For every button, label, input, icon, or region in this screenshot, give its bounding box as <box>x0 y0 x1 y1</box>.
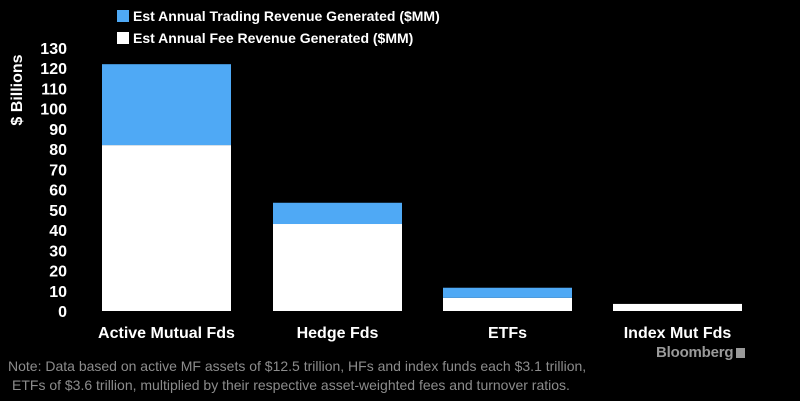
legend-label: Est Annual Trading Revenue Generated ($M… <box>133 8 440 24</box>
bar-segment <box>443 297 572 311</box>
footnote-line-2: ETFs of $3.6 trillion, multiplied by the… <box>12 377 570 393</box>
y-axis-title: $ Billions <box>9 54 26 125</box>
y-tick-label: 90 <box>49 122 67 139</box>
bar-segment <box>273 202 402 225</box>
legend-swatch <box>117 32 129 44</box>
bloomberg-logo: Bloomberg <box>656 344 746 361</box>
x-category-label: ETFs <box>488 325 527 342</box>
x-category-label: Active Mutual Fds <box>98 325 235 342</box>
y-tick-label: 80 <box>49 142 67 159</box>
legend-label: Est Annual Fee Revenue Generated ($MM) <box>133 30 413 46</box>
y-tick-label: 10 <box>49 284 67 301</box>
brand-name: Bloomberg <box>656 344 734 361</box>
x-category-label: Hedge Fds <box>297 325 379 342</box>
y-tick-label: 130 <box>40 41 67 58</box>
y-tick-label: 110 <box>41 81 67 98</box>
x-category-label: Index Mut Fds <box>624 325 732 342</box>
bar-segment <box>102 145 231 311</box>
y-tick-label: 40 <box>49 223 67 240</box>
y-tick-label: 20 <box>49 264 67 281</box>
bar-segment <box>102 64 231 146</box>
y-tick-label: 100 <box>40 102 67 119</box>
legend-swatch <box>117 10 129 22</box>
y-tick-label: 60 <box>49 183 67 200</box>
y-tick-label: 30 <box>49 243 67 260</box>
bar-segment <box>443 287 572 298</box>
bar-segment <box>273 224 402 311</box>
y-tick-label: 70 <box>49 162 67 179</box>
y-tick-label: 50 <box>49 203 67 220</box>
y-tick-label: 120 <box>40 61 67 78</box>
footnote-line-1: Note: Data based on active MF assets of … <box>8 358 587 374</box>
footnote: Note: Data based on active MF assets of … <box>8 357 698 395</box>
y-tick-label: 0 <box>58 304 67 321</box>
bloomberg-terminal-icon <box>736 348 746 358</box>
bar-segment <box>613 303 742 311</box>
